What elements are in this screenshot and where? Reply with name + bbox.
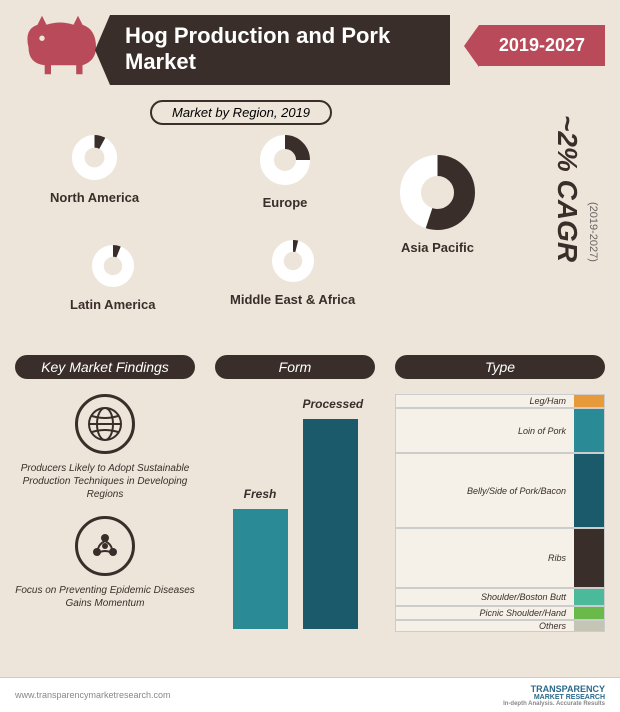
type-row: Leg/Ham — [395, 394, 605, 408]
region-label: Latin America — [70, 297, 156, 312]
pig-icon — [15, 10, 105, 80]
region-europe: Europe — [260, 135, 310, 210]
region-north-america: North America — [50, 135, 139, 205]
form-bar-processed: Processed — [303, 419, 358, 629]
donut-chart — [92, 245, 134, 287]
type-label: Others — [396, 621, 574, 631]
type-row: Picnic Shoulder/Hand — [395, 606, 605, 620]
type-row: Loin of Pork — [395, 408, 605, 453]
type-bar — [574, 607, 604, 619]
footer: www.transparencymarketresearch.com TRANS… — [0, 677, 620, 712]
form-bar-fresh: Fresh — [233, 509, 288, 629]
region-latin-america: Latin America — [70, 245, 156, 312]
footer-url: www.transparencymarketresearch.com — [15, 690, 171, 700]
title-banner: Hog Production and Pork Market — [110, 15, 450, 85]
type-section: Type Leg/Ham Loin of Pork Belly/Side of … — [395, 355, 605, 632]
type-label: Picnic Shoulder/Hand — [396, 607, 574, 619]
subtitle: Market by Region, 2019 — [150, 100, 332, 125]
form-label: Form — [215, 355, 375, 379]
donut-chart — [72, 135, 117, 180]
type-label: Ribs — [396, 529, 574, 587]
biohazard-icon — [75, 516, 135, 576]
donut-chart — [272, 240, 314, 282]
type-label: Type — [395, 355, 605, 379]
type-row: Others — [395, 620, 605, 632]
region-label: North America — [50, 190, 139, 205]
finding-text: Producers Likely to Adopt Sustainable Pr… — [15, 462, 195, 501]
finding-item: Producers Likely to Adopt Sustainable Pr… — [15, 394, 195, 501]
type-bar — [574, 589, 604, 605]
cagr-period: (2019-2027) — [587, 202, 599, 262]
type-bar — [574, 409, 604, 452]
form-bar-label: Processed — [303, 397, 358, 411]
footer-logo: TRANSPARENCY MARKET RESEARCH In-depth An… — [503, 684, 605, 707]
type-row: Belly/Side of Pork/Bacon — [395, 453, 605, 528]
year-ribbon: 2019-2027 — [479, 25, 605, 66]
donut-chart — [400, 155, 475, 230]
type-label: Shoulder/Boston Butt — [396, 589, 574, 605]
type-bar — [574, 529, 604, 587]
form-section: Form Fresh Processed — [215, 355, 375, 629]
region-middle-east-africa: Middle East & Africa — [230, 240, 355, 307]
region-label: Asia Pacific — [400, 240, 475, 255]
donut-chart — [260, 135, 310, 185]
type-bar — [574, 621, 604, 631]
finding-item: Focus on Preventing Epidemic Diseases Ga… — [15, 516, 195, 610]
cagr-value: ~2% CAGR — [551, 115, 583, 262]
region-label: Europe — [260, 195, 310, 210]
type-row: Shoulder/Boston Butt — [395, 588, 605, 606]
cagr-block: ~2% CAGR (2019-2027) — [545, 115, 605, 315]
type-label: Loin of Pork — [396, 409, 574, 452]
region-asia-pacific: Asia Pacific — [400, 155, 475, 255]
type-label: Leg/Ham — [396, 395, 574, 407]
globe-icon — [75, 394, 135, 454]
region-map: North America Europe Asia Pacific Latin … — [15, 130, 535, 340]
type-bar — [574, 454, 604, 527]
finding-text: Focus on Preventing Epidemic Diseases Ga… — [15, 584, 195, 610]
type-row: Ribs — [395, 528, 605, 588]
page-title: Hog Production and Pork Market — [125, 23, 435, 76]
region-label: Middle East & Africa — [230, 292, 355, 307]
findings-section: Key Market Findings Producers Likely to … — [15, 355, 195, 610]
findings-label: Key Market Findings — [15, 355, 195, 379]
type-bar — [574, 395, 604, 407]
form-bar-label: Fresh — [233, 487, 288, 501]
type-label: Belly/Side of Pork/Bacon — [396, 454, 574, 527]
